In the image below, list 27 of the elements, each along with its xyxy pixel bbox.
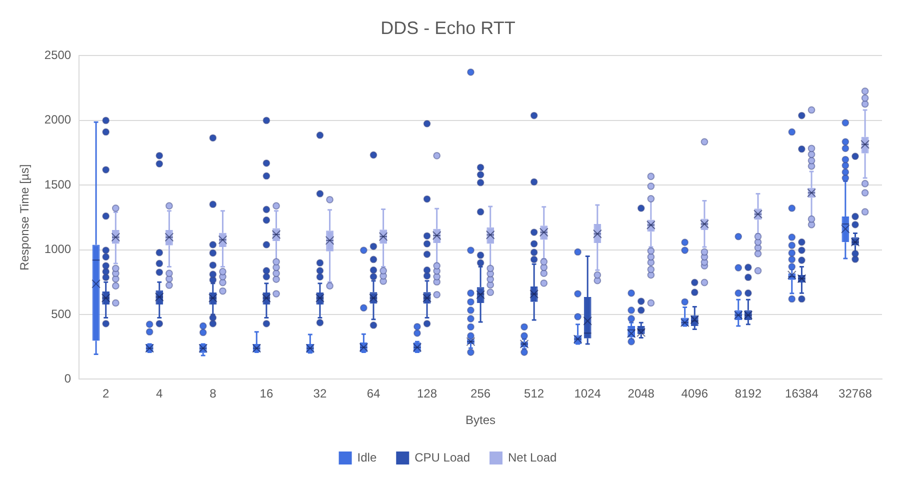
x-tick-label: 8192: [734, 386, 762, 401]
legend-label: Net Load: [508, 450, 557, 464]
x-tick-label: 32768: [838, 386, 872, 401]
y-axis-title: Response Time [µs]: [18, 164, 32, 271]
x-tick-label: 32: [313, 386, 327, 401]
legend-label: Idle: [357, 450, 377, 464]
y-tick-label: 0: [64, 372, 72, 386]
y-tick-label: 2000: [44, 112, 72, 127]
x-tick-label: 2048: [628, 386, 655, 401]
x-tick-label: 4096: [681, 386, 708, 401]
x-axis-title: Bytes: [466, 413, 496, 428]
x-tick-label: 16384: [785, 386, 819, 401]
y-tick-label: 2500: [44, 48, 72, 62]
x-tick-label: 4: [156, 386, 164, 401]
x-tick-label: 128: [417, 386, 438, 401]
chart-title: DDS - Echo RTT: [380, 18, 516, 38]
y-tick-label: 1500: [44, 177, 72, 192]
x-tick-label: 2: [102, 386, 110, 401]
x-tick-label: 16: [260, 386, 274, 401]
x-tick-label: 8: [210, 386, 217, 401]
y-tick-label: 1000: [44, 242, 72, 256]
x-tick-label: 64: [366, 386, 380, 401]
x-tick-label: 1024: [574, 386, 602, 401]
legend-label: CPU Load: [414, 450, 470, 464]
x-tick-label: 512: [524, 386, 544, 401]
y-tick-label: 500: [51, 306, 72, 321]
x-tick-label: 256: [470, 386, 491, 401]
